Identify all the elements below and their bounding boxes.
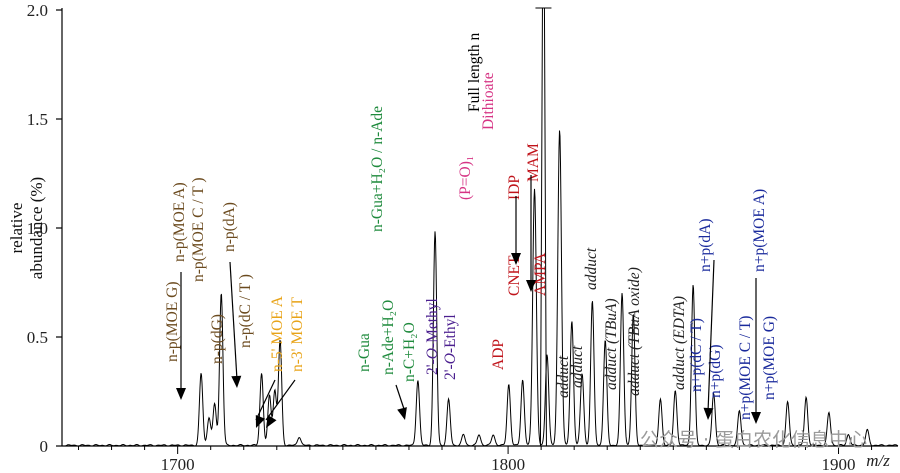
annotation-label: n-Gua — [356, 333, 373, 372]
annotation-label: adduct — [583, 247, 600, 290]
x-axis-label: m/z — [866, 451, 890, 470]
annotation-label: adduct (TBuA oxide) — [626, 267, 643, 396]
arrow-head — [266, 415, 277, 428]
arrow-shaft — [707, 259, 715, 413]
annotation-label: adduct — [569, 345, 586, 388]
annotation-label: 2'-O-Methyl — [424, 298, 441, 375]
annotation-label: n-p(dA) — [221, 202, 238, 252]
annotation-label: Full length n — [466, 33, 483, 112]
arrow-shaft — [395, 384, 406, 413]
annotation-label: n-p(MOE A) — [171, 182, 188, 262]
y-tick-label: 1.5 — [27, 110, 48, 129]
annotation-label: n-Ade+H₂O — [380, 300, 397, 375]
y-tick-label: 2.0 — [27, 1, 48, 20]
y-axis-label: relative — [7, 203, 26, 254]
arrow-head — [231, 375, 242, 388]
annotation-label: n-p(MOE G) — [164, 282, 181, 363]
x-tick-label: 1800 — [491, 455, 525, 473]
annotation-label: adduct — [555, 355, 572, 398]
annotation-label: n-5' MOE A — [269, 295, 286, 372]
x-tick-label: 1900 — [822, 455, 856, 473]
x-tick-label: 1700 — [161, 455, 195, 473]
y-tick-label: 0.5 — [27, 328, 48, 347]
annotation-label: adduct (TBuA) — [603, 298, 620, 390]
annotation-label: IDP — [506, 175, 523, 200]
arrow-head — [703, 407, 714, 420]
peak-annotations: n-p(MOE G) n-p(MOE A) n-p(MOE C / T ) n-p(d… — [164, 33, 778, 420]
spectrum-trace — [64, 7, 899, 447]
y-axis-label: abundance (%) — [27, 177, 46, 279]
arrow-head — [176, 388, 186, 400]
arrow-head — [255, 415, 266, 428]
annotation-label: n+p(dC / T) — [688, 318, 705, 392]
arrow-shaft — [265, 379, 296, 421]
annotation-label: n-p(dC / T ) — [237, 274, 254, 348]
arrow-head — [511, 253, 521, 265]
annotation-label: n-p(MOE C / T ) — [190, 178, 207, 282]
watermark: 公众号 · 蛋白农化信息中心 — [640, 429, 867, 451]
annotation-label: CNET — [506, 255, 523, 296]
peak-arrows — [176, 175, 761, 428]
arrow-head — [751, 412, 761, 424]
annotation-label: MAM — [525, 143, 542, 182]
annotation-label: n-C+H₂O — [401, 322, 418, 382]
annotation-label: AMPA — [532, 252, 549, 296]
arrow-head — [397, 407, 407, 420]
annotation-label: n+p(dA) — [697, 218, 714, 272]
annotation-label: n-Gua+H₂O / n-Ade — [369, 106, 386, 232]
annotation-label: n-3' MOE T — [289, 297, 306, 372]
annotation-label: adduct (EDTA) — [671, 296, 688, 390]
arrow-shaft — [255, 379, 276, 421]
y-tick-label: 0 — [40, 437, 49, 456]
annotation-label: n+p(MOE C / T) — [737, 316, 754, 420]
annotation-label: n+p(dG) — [707, 344, 724, 398]
annotation-label: n+p(MOE G) — [761, 316, 778, 400]
annotation-label: n+p(MOE A) — [751, 189, 768, 272]
annotation-label: n-p(dG) — [209, 314, 226, 364]
axes: 0 0.5 1.0 1.5 2.0 1700 1800 1900 m/z relative abun… — [7, 1, 898, 473]
y-tick-label: 1.0 — [27, 219, 48, 238]
annotation-label: ADP — [490, 339, 507, 370]
spectrum-line — [64, 130, 899, 447]
arrow-head — [526, 280, 536, 292]
annotation-label: (P=O)₁ — [457, 156, 474, 200]
annotation-label: 2'-O-Ethyl — [442, 314, 459, 380]
arrow-shaft — [229, 261, 238, 381]
annotation-label: Dithioate — [480, 72, 497, 130]
